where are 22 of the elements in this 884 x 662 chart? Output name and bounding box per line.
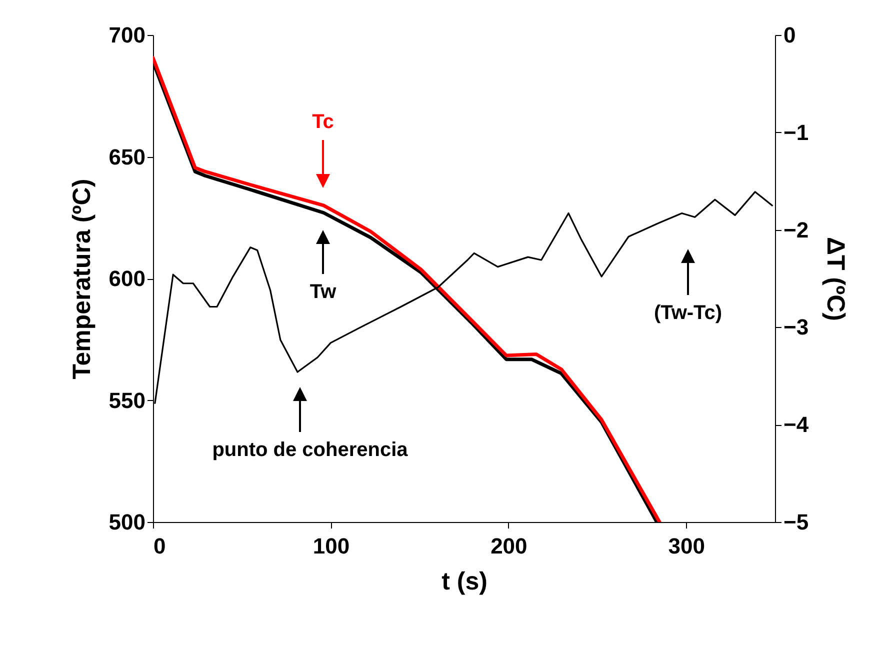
y2-tick-label: 0 bbox=[784, 22, 796, 48]
y-axis-title: Temperatura (ºC) bbox=[68, 178, 96, 380]
y-tick-label: 650 bbox=[108, 144, 146, 170]
x-tick-label: 100 bbox=[312, 534, 350, 558]
x-tick-label: 300 bbox=[668, 534, 705, 558]
y-tick-label: 600 bbox=[108, 266, 146, 291]
y-tick-label: 500 bbox=[108, 510, 146, 534]
y2-axis-title: ΔT (ºC) bbox=[822, 236, 850, 322]
annotation: (Tw-Tc) bbox=[654, 302, 722, 324]
y-tick-label: 550 bbox=[108, 388, 146, 413]
y2-tick-label: −3 bbox=[784, 314, 809, 340]
y2-tick-label: −1 bbox=[784, 120, 809, 145]
y2-tick-label: −5 bbox=[784, 510, 809, 534]
annotation: punto de coherencia bbox=[212, 439, 409, 461]
annotation: Tw bbox=[310, 281, 337, 303]
x-axis-title: t (s) bbox=[442, 568, 488, 596]
annotation: Tc bbox=[312, 111, 334, 133]
x-tick-label: 0 bbox=[154, 534, 166, 558]
y2-tick-label: −4 bbox=[784, 412, 810, 438]
x-tick-label: 200 bbox=[490, 534, 528, 558]
y2-tick-label: −2 bbox=[784, 217, 809, 242]
y-tick-label: 700 bbox=[108, 22, 146, 48]
